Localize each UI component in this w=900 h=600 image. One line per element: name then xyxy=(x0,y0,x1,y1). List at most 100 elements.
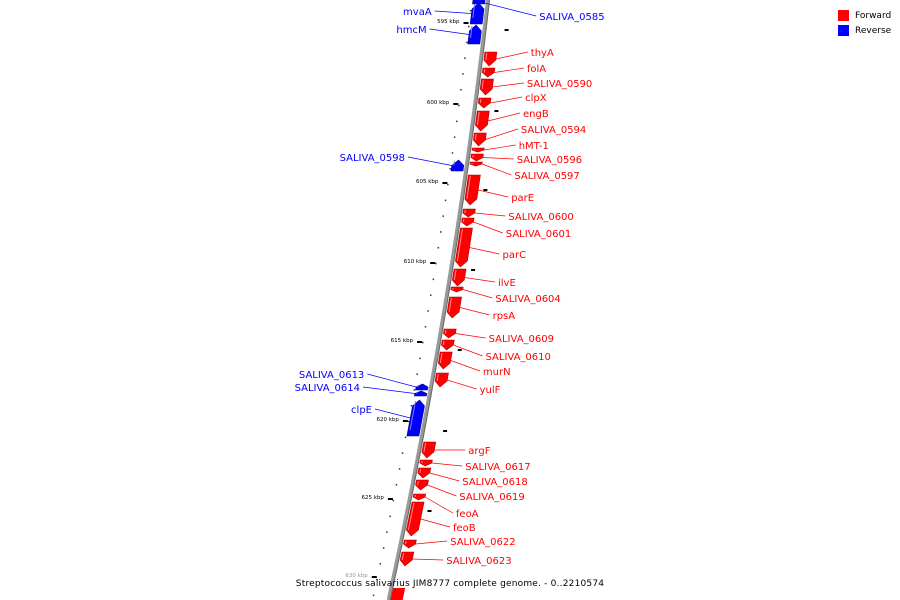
gene-arrow[interactable] xyxy=(483,51,498,67)
label-connector xyxy=(464,277,496,283)
gene-shine xyxy=(453,160,455,166)
gene-shine xyxy=(470,25,473,39)
gene-label[interactable]: clpX xyxy=(525,93,547,104)
gene-arrow[interactable] xyxy=(403,539,417,549)
legend: Forward Reverse xyxy=(838,8,891,38)
gene-arrow[interactable] xyxy=(481,67,496,78)
gene-label[interactable]: folA xyxy=(527,64,546,75)
scale-dot xyxy=(464,57,466,59)
gene-arrow[interactable] xyxy=(406,501,425,537)
scale-dot xyxy=(456,120,458,123)
gene-label[interactable]: SALIVA_0613 xyxy=(299,370,364,381)
gene-shine xyxy=(444,329,447,334)
gene-label[interactable]: SALIVA_0597 xyxy=(514,171,579,182)
gene-label[interactable]: SALIVA_0598 xyxy=(340,153,405,164)
gene-label[interactable]: SALIVA_0601 xyxy=(506,229,571,240)
inner-scale-dots xyxy=(372,10,472,597)
gene-label[interactable]: SALIVA_0594 xyxy=(521,125,586,136)
gene-shine xyxy=(485,52,488,61)
gene-arrow[interactable] xyxy=(455,227,473,268)
gene-label[interactable]: murN xyxy=(483,367,511,378)
genome-backbone xyxy=(386,0,490,600)
label-connector xyxy=(434,10,472,14)
gene-arrow[interactable] xyxy=(419,459,433,467)
gene-arrow[interactable] xyxy=(406,399,425,437)
gene-label[interactable]: feoB xyxy=(453,523,476,534)
gene-label[interactable]: SALIVA_0617 xyxy=(465,462,530,473)
gene-label[interactable]: ilvE xyxy=(498,278,516,289)
gene-arrow[interactable] xyxy=(390,588,406,600)
gene-shine xyxy=(409,400,416,431)
gene-label[interactable]: SALIVA_0600 xyxy=(508,212,573,223)
gene-arrow[interactable] xyxy=(469,161,483,167)
minor-tick xyxy=(427,510,432,512)
gene-label[interactable]: SALIVA_0609 xyxy=(489,334,554,345)
gene-label[interactable]: SALIVA_0618 xyxy=(462,477,527,488)
gene-arrow[interactable] xyxy=(473,132,487,147)
gene-arrow[interactable] xyxy=(446,296,462,319)
gene-label[interactable]: SALIVA_0590 xyxy=(527,79,592,90)
label-connector xyxy=(462,289,493,299)
gene-label[interactable]: SALIVA_0614 xyxy=(295,383,360,394)
gene-arrow[interactable] xyxy=(450,286,464,293)
scale-dot xyxy=(458,104,460,107)
scale-dot xyxy=(379,563,382,565)
gene-arrow[interactable] xyxy=(415,479,429,491)
gene-label[interactable]: SALIVA_0623 xyxy=(446,556,511,567)
gene-shine xyxy=(439,352,443,364)
label-connector xyxy=(412,558,444,561)
gene-label[interactable]: hMT-1 xyxy=(519,141,549,152)
gene-arrow[interactable] xyxy=(417,467,432,479)
gene-arrow[interactable] xyxy=(443,328,457,339)
label-connector xyxy=(427,484,457,497)
gene-label[interactable]: thyA xyxy=(531,48,554,59)
gene-arrow[interactable] xyxy=(462,208,476,218)
gene-arrow[interactable] xyxy=(412,493,427,501)
gene-arrow[interactable] xyxy=(479,78,494,96)
legend-label-reverse: Reverse xyxy=(855,25,892,36)
gene-arrow[interactable] xyxy=(450,159,465,172)
gene-arrow[interactable] xyxy=(414,390,428,397)
gene-label[interactable]: SALIVA_0622 xyxy=(450,537,515,548)
gene-arrow[interactable] xyxy=(469,2,485,25)
gene-label[interactable]: feoA xyxy=(456,509,479,520)
gene-label[interactable]: yulF xyxy=(480,385,501,396)
gene-arrow[interactable] xyxy=(441,339,455,351)
gene-arrow[interactable] xyxy=(461,217,475,227)
gene-arrow[interactable] xyxy=(415,383,429,391)
gene-label[interactable]: SALIVA_0585 xyxy=(539,12,604,23)
gene-label[interactable]: SALIVA_0604 xyxy=(495,294,560,305)
gene-arrow[interactable] xyxy=(472,0,486,5)
gene-arrow[interactable] xyxy=(464,174,481,206)
scale-dot xyxy=(460,89,462,91)
tick-mark xyxy=(453,103,459,105)
gene-arrow[interactable] xyxy=(477,97,492,109)
scale-dot xyxy=(430,294,432,296)
gene-arrow[interactable] xyxy=(471,147,485,153)
gene-label[interactable]: parC xyxy=(503,250,527,261)
gene-arrow[interactable] xyxy=(434,372,449,388)
gene-label[interactable]: argF xyxy=(468,446,490,457)
gene-arrow[interactable] xyxy=(470,153,484,162)
gene-shine xyxy=(476,111,480,126)
tick-mark xyxy=(387,498,393,500)
label-connector xyxy=(431,462,463,467)
gene-label[interactable]: SALIVA_0596 xyxy=(517,155,582,166)
gene-label[interactable]: SALIVA_0619 xyxy=(459,492,524,503)
scale-dot xyxy=(427,310,429,312)
gene-shine xyxy=(474,133,477,141)
label-connector xyxy=(483,144,516,151)
gene-label[interactable]: clpE xyxy=(351,405,372,416)
gene-label[interactable]: rpsA xyxy=(493,311,516,322)
gene-label[interactable]: hmcM xyxy=(396,25,426,36)
label-connector xyxy=(374,408,411,419)
label-connector xyxy=(450,360,481,372)
gene-label[interactable]: engB xyxy=(523,109,549,120)
gene-label[interactable]: parE xyxy=(511,193,534,204)
gene-label[interactable]: SALIVA_0610 xyxy=(486,352,551,363)
minor-tick xyxy=(471,269,476,271)
gene-arrow[interactable] xyxy=(467,24,482,45)
gene-label[interactable]: mvaA xyxy=(403,7,432,18)
minor-tick xyxy=(457,349,462,351)
legend-item-forward: Forward xyxy=(838,8,891,23)
